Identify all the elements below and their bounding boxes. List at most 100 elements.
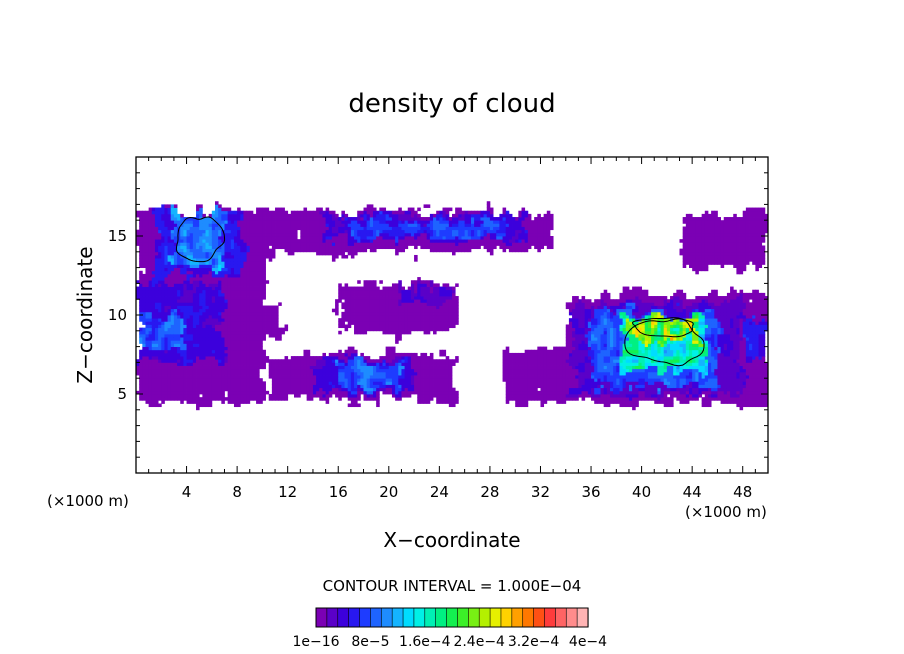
field-cell: [215, 371, 219, 376]
field-cell: [199, 277, 203, 281]
field-cell: [347, 403, 352, 408]
field-cell: [224, 267, 229, 272]
field-cell: [249, 371, 254, 376]
field-cell: [354, 251, 358, 256]
field-cell: [202, 371, 206, 376]
field-cell: [189, 245, 194, 250]
field-cell: [230, 327, 235, 332]
field-cell: [319, 251, 323, 256]
field-cell: [221, 296, 225, 300]
field-cell: [224, 311, 229, 316]
field-cell: [202, 277, 206, 281]
field-cell: [218, 254, 222, 259]
field-cell: [183, 277, 187, 281]
field-cell: [215, 229, 219, 234]
field-cell: [417, 217, 421, 221]
field-cell: [240, 387, 244, 392]
field-cell: [154, 292, 159, 297]
field-cell: [448, 375, 453, 379]
field-cell: [271, 213, 276, 218]
field-cell: [284, 220, 289, 224]
field-cell: [161, 330, 165, 335]
field-cell: [192, 292, 197, 297]
field-cell: [142, 394, 146, 398]
field-cell: [186, 330, 191, 335]
field-cell: [158, 397, 162, 401]
field-cell: [230, 352, 235, 357]
field-cell: [208, 305, 213, 310]
field-cell: [189, 333, 194, 338]
field-cell: [224, 330, 229, 335]
field-cell: [344, 387, 349, 392]
field-cell: [240, 273, 244, 278]
field-cell: [379, 299, 383, 303]
field-cell: [233, 245, 238, 250]
field-cell: [183, 368, 187, 373]
field-cell: [259, 270, 263, 275]
field-cell: [347, 229, 352, 234]
field-cell: [395, 217, 399, 221]
field-cell: [167, 356, 172, 360]
field-cell: [271, 324, 276, 329]
field-cell: [161, 356, 165, 360]
field-cell: [316, 226, 320, 231]
field-cell: [142, 296, 146, 300]
field-cell: [256, 229, 260, 234]
field-cell: [208, 258, 213, 262]
field-cell: [395, 371, 399, 376]
field-cell: [445, 375, 450, 379]
field-cell: [376, 365, 380, 370]
field-cell: [398, 242, 402, 246]
field-cell: [202, 378, 206, 382]
field-cell: [252, 397, 257, 401]
field-cell: [335, 394, 339, 398]
field-cell: [148, 321, 153, 325]
field-cell: [262, 318, 266, 322]
field-cell: [350, 403, 355, 408]
field-cell: [335, 217, 339, 221]
field-cell: [249, 277, 254, 281]
field-cell: [145, 226, 150, 231]
field-cell: [309, 394, 314, 398]
field-cell: [211, 258, 216, 262]
field-cell: [385, 365, 390, 370]
field-cell: [249, 321, 254, 325]
field-cell: [252, 359, 257, 363]
field-cell: [256, 267, 260, 272]
field-cell: [208, 296, 213, 300]
field-cell: [426, 362, 431, 366]
field-cell: [407, 330, 412, 335]
field-cell: [433, 359, 437, 363]
field-cell: [306, 245, 311, 250]
field-cell: [467, 232, 472, 237]
field-cell: [262, 390, 266, 395]
field-cell: [246, 327, 251, 332]
field-cell: [433, 232, 437, 237]
field-cell: [354, 315, 358, 319]
field-cell: [414, 371, 418, 376]
field-cell: [237, 381, 241, 385]
field-cell: [388, 229, 393, 234]
field-cell: [344, 308, 349, 313]
field-cell: [347, 248, 352, 253]
field-cell: [237, 239, 241, 243]
field-cell: [221, 352, 225, 357]
field-cell: [230, 305, 235, 310]
field-cell: [173, 245, 178, 250]
field-cell: [180, 371, 184, 376]
field-cell: [369, 226, 374, 231]
field-cell: [183, 356, 187, 360]
field-cell: [256, 340, 260, 344]
field-cell: [252, 340, 257, 344]
field-cell: [208, 292, 213, 297]
field-cell: [237, 302, 241, 306]
field-cell: [173, 352, 178, 357]
field-cell: [199, 251, 203, 256]
field-cell: [376, 236, 380, 240]
field-cell: [354, 403, 358, 408]
field-cell: [154, 327, 159, 332]
field-cell: [423, 220, 428, 224]
field-cell: [227, 277, 232, 281]
field-cell: [366, 220, 371, 224]
field-cell: [177, 308, 181, 313]
